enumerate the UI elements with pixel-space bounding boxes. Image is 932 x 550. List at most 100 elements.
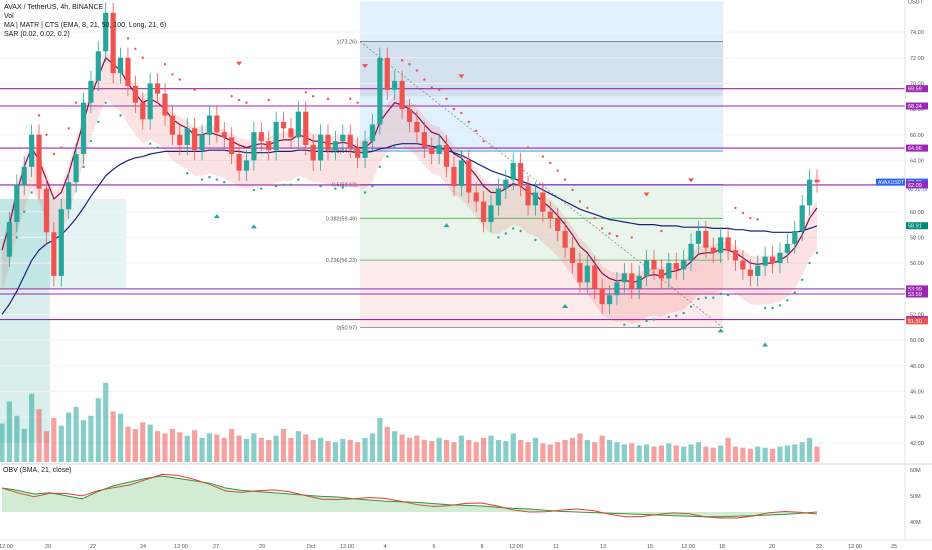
obv-legend: OBV (SMA, 21, close) (3, 467, 72, 474)
volume-bar (103, 382, 109, 462)
candle-body (518, 162, 524, 187)
volume-bar (14, 415, 20, 462)
volume-bar (88, 415, 94, 462)
volume-bar (606, 440, 613, 462)
sar-dot (386, 155, 389, 158)
volume-bar (473, 442, 479, 462)
time-axis[interactable]: 12:00 20 22 24 12:00 27 29 Oct 12:00 4 6 8 12:00 11 13… (0, 539, 932, 550)
sar-dot (356, 101, 359, 104)
candle-body (317, 134, 324, 161)
candle-body (229, 137, 235, 154)
volume-bar (651, 446, 657, 462)
candle-body (162, 93, 168, 116)
volume-bar (117, 413, 124, 462)
price-tag-label: USDT (908, 0, 924, 5)
sar-dot (341, 186, 345, 189)
sar-dot (637, 324, 641, 328)
volume-bar (317, 437, 324, 462)
volume-bar (162, 433, 168, 462)
sar-dot (252, 188, 256, 192)
candle-body (384, 57, 390, 90)
candle-body (73, 154, 79, 183)
sar-dot (134, 47, 137, 50)
chart-legend: AVAX / TetherUS, 4h, BINANCE Vol MA | MA… (4, 3, 166, 39)
candle-body (206, 115, 213, 135)
candle-body (140, 102, 146, 120)
price-tick-label: 66.00 (910, 133, 924, 139)
candle-body (621, 273, 627, 283)
candle-body (606, 295, 613, 305)
sar-dot (45, 133, 48, 136)
candle-body (792, 231, 798, 244)
volume-bar (154, 431, 161, 462)
volume-bar (732, 446, 739, 462)
sar-dot (141, 56, 144, 59)
candle-body (636, 275, 642, 289)
price-axis[interactable]: 74.0072.0070.0068.0066.0064.0062.0060.00… (876, 0, 928, 540)
sell-signal-marker (643, 192, 650, 197)
candle-body (806, 179, 813, 206)
sar-dot (378, 165, 382, 169)
volume-bar (355, 442, 361, 462)
sar-dot (689, 305, 693, 308)
volume-bar (747, 448, 753, 462)
candle-body (236, 154, 242, 171)
time-tick-label: 20 (45, 544, 51, 550)
sar-dot (541, 155, 545, 158)
volume-bar (673, 445, 679, 462)
buy-signal-marker (717, 328, 724, 333)
candle-body (295, 111, 301, 138)
sar-dot (712, 296, 715, 299)
sar-dot (408, 62, 411, 66)
candle-body (377, 57, 383, 125)
sar-dot (60, 146, 63, 149)
time-tick-label: 20 (769, 544, 775, 550)
sar-dot (297, 178, 300, 181)
sar-dot (97, 120, 100, 124)
price-tag (906, 181, 928, 189)
fib-level-label: 0.5(62.12) (332, 183, 357, 189)
candle-body (540, 192, 546, 212)
sar-dot (667, 315, 671, 319)
volume-bar (110, 411, 116, 462)
sar-dot (452, 107, 456, 111)
volume-bar (66, 412, 72, 462)
candle-body (755, 265, 761, 276)
candle-body (192, 128, 198, 151)
sar-dot (126, 37, 130, 40)
volume-bar (206, 433, 213, 462)
sar-dot (630, 236, 633, 239)
volume-bar (273, 435, 279, 462)
sar-dot (497, 236, 500, 239)
volume-bar (421, 440, 427, 462)
volume-bar (6, 401, 13, 462)
volume-bar (325, 441, 331, 462)
sar-dot (363, 191, 367, 194)
sar-dot (371, 184, 374, 188)
obv-sma-line (1, 473, 818, 519)
volume-bar (80, 420, 87, 462)
price-tick-label: 48.00 (910, 364, 924, 370)
time-tick-label: 13 (600, 544, 606, 550)
sar-dot (178, 78, 182, 81)
sar-dot (526, 146, 530, 149)
candle-body (599, 288, 605, 305)
candle-body (414, 121, 420, 133)
candle-body (58, 209, 64, 276)
sar-dot (423, 78, 426, 81)
volume-bar (666, 443, 672, 462)
sar-dot (260, 187, 263, 190)
candle-body (36, 134, 42, 189)
price-tick-label: 68.00 (910, 107, 924, 113)
obv-line (1, 475, 818, 518)
sar-dot (334, 187, 337, 190)
buy-signal-marker (762, 342, 769, 347)
sar-dot (815, 251, 819, 255)
sar-dot (778, 304, 782, 307)
sar-dot (645, 319, 648, 323)
sar-dot (430, 86, 433, 89)
sar-dot (326, 97, 330, 101)
candle-body (221, 132, 227, 138)
time-tick-label: 12:00 (848, 544, 862, 550)
